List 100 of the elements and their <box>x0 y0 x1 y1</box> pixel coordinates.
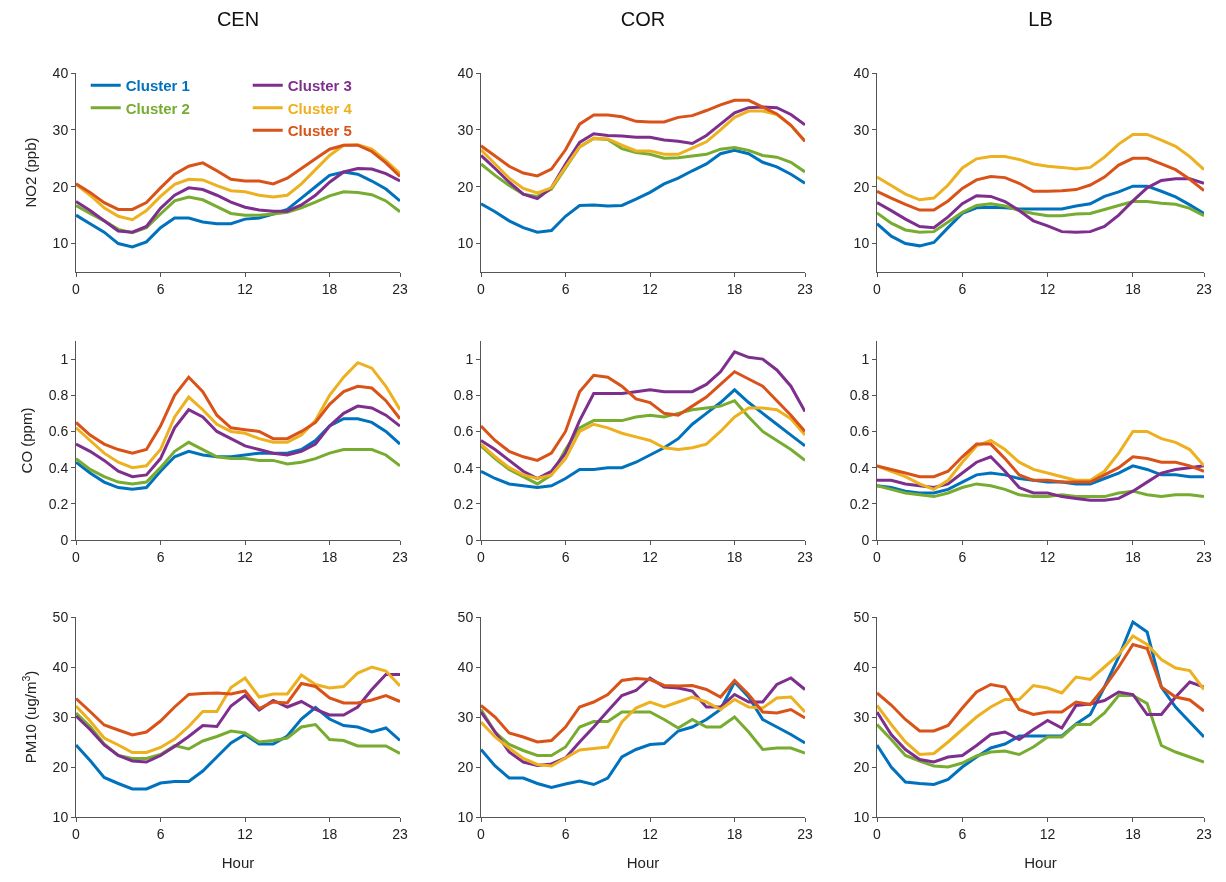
line-series <box>877 455 1204 502</box>
x-tick-label: 0 <box>873 825 882 842</box>
y-tick-label: 40 <box>853 658 870 675</box>
x-tick-label: 12 <box>642 548 659 565</box>
y-tick-label: 1 <box>60 350 69 367</box>
chart-title: LB <box>1028 8 1053 30</box>
y-tick-label: 40 <box>52 64 69 81</box>
y-tick-label: 0.2 <box>48 495 69 512</box>
line-series <box>877 694 1204 769</box>
x-tick-label: 0 <box>873 280 882 297</box>
x-tick-label: 12 <box>1039 280 1056 297</box>
y-tick-label: 20 <box>853 178 870 195</box>
y-tick-label: 0.2 <box>453 495 474 512</box>
y-tick-label: 20 <box>457 758 474 775</box>
line-series <box>877 200 1204 234</box>
x-tick-label: 6 <box>156 825 165 842</box>
y-tick-label: 0.8 <box>48 387 69 404</box>
line-series <box>877 156 1204 212</box>
x-tick-label: 6 <box>958 825 967 842</box>
x-tick-label: 6 <box>561 280 570 297</box>
line-series <box>481 370 805 462</box>
x-axis-title: Hour <box>221 853 255 871</box>
legend-label: Cluster 1 <box>125 77 190 95</box>
line-series <box>877 429 1204 491</box>
x-tick-label: 18 <box>321 548 338 565</box>
x-tick-label: 6 <box>156 280 165 297</box>
line-series <box>481 148 805 234</box>
line-series <box>76 673 400 764</box>
x-tick-label: 18 <box>1125 825 1141 842</box>
x-tick-label: 6 <box>958 548 967 565</box>
y-tick-label: 0.8 <box>849 387 870 404</box>
y-tick-label: 1 <box>861 350 870 367</box>
legend-label: Cluster 3 <box>287 77 352 95</box>
x-tick-label: 23 <box>392 548 408 565</box>
line-series <box>76 665 400 754</box>
y-tick-label: 20 <box>52 178 69 195</box>
y-tick-label: 30 <box>457 121 474 138</box>
line-series <box>76 404 400 479</box>
x-tick-label: 18 <box>726 825 743 842</box>
line-series <box>481 98 805 178</box>
x-tick-label: 6 <box>958 280 967 297</box>
y-tick-label: 0.2 <box>849 495 870 512</box>
y-tick-label: 40 <box>457 64 474 81</box>
x-tick-label: 12 <box>642 280 659 297</box>
line-series <box>877 442 1204 484</box>
y-tick-label: 40 <box>457 658 474 675</box>
y-tick-label: 1 <box>465 350 474 367</box>
y-tick-label: 50 <box>457 608 474 625</box>
line-series <box>481 708 805 757</box>
legend-label: Cluster 5 <box>287 122 352 140</box>
x-tick-label: 23 <box>797 548 813 565</box>
x-tick-label: 18 <box>321 280 338 297</box>
line-series <box>481 350 805 480</box>
chart-title: COR <box>620 8 666 30</box>
x-tick-label: 12 <box>237 825 254 842</box>
line-series <box>877 184 1204 248</box>
line-series <box>76 167 400 234</box>
x-tick-label: 18 <box>726 280 743 297</box>
y-tick-label: 0.8 <box>453 387 474 404</box>
x-tick-label: 0 <box>72 825 81 842</box>
line-series <box>877 680 1204 764</box>
line-series <box>481 695 805 768</box>
y-tick-label: 0.6 <box>48 423 69 440</box>
y-tick-label: 50 <box>52 608 69 625</box>
x-tick-label: 23 <box>1196 548 1212 565</box>
x-tick-label: 0 <box>873 548 882 565</box>
x-tick-label: 18 <box>1125 280 1141 297</box>
y-tick-label: 0 <box>861 531 870 548</box>
y-tick-label: 30 <box>52 708 69 725</box>
x-tick-label: 6 <box>561 825 570 842</box>
line-series <box>76 170 400 249</box>
x-tick-label: 12 <box>237 280 254 297</box>
y-tick-label: 0 <box>60 531 69 548</box>
x-tick-label: 12 <box>1039 548 1056 565</box>
x-tick-label: 18 <box>726 548 743 565</box>
y-tick-label: 40 <box>853 64 870 81</box>
y-tick-label: 10 <box>457 808 474 825</box>
y-tick-label: 30 <box>457 708 474 725</box>
y-tick-label: 10 <box>52 235 69 252</box>
line-series <box>76 706 400 791</box>
x-tick-label: 0 <box>477 825 486 842</box>
y-tick-label: 10 <box>457 235 474 252</box>
line-series <box>877 482 1204 499</box>
x-tick-label: 0 <box>72 280 81 297</box>
y-tick-label: 10 <box>853 808 870 825</box>
y-tick-label: 50 <box>853 608 870 625</box>
y-tick-label: 20 <box>853 758 870 775</box>
y-axis-title: CO (ppm) <box>17 407 35 474</box>
x-axis-title: Hour <box>626 853 660 871</box>
x-tick-label: 12 <box>237 548 254 565</box>
x-tick-label: 12 <box>1039 825 1056 842</box>
y-tick-label: 0.4 <box>453 459 474 476</box>
y-tick-label: 0.4 <box>48 459 69 476</box>
y-tick-label: 10 <box>52 808 69 825</box>
x-tick-label: 0 <box>72 548 81 565</box>
y-tick-label: 10 <box>853 235 870 252</box>
x-tick-label: 23 <box>797 825 813 842</box>
line-series <box>877 177 1204 234</box>
line-series <box>481 677 805 744</box>
y-tick-label: 20 <box>52 758 69 775</box>
